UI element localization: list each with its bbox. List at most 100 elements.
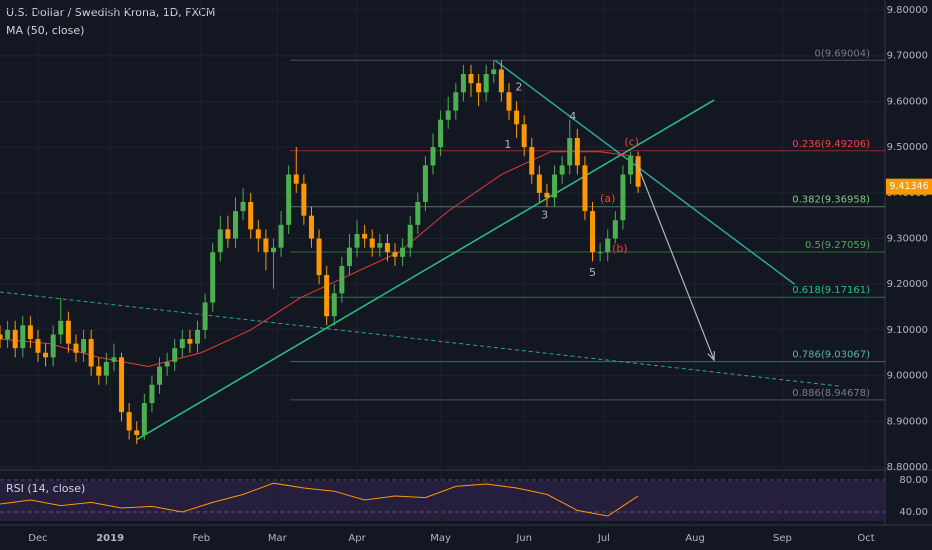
candle-body [103, 361, 109, 376]
candle-body [514, 110, 520, 125]
candle-body [88, 339, 94, 367]
fib-label: 0.382(9.36958) [792, 195, 870, 206]
x-tick-label: Oct [857, 533, 874, 544]
candle-body [58, 320, 64, 335]
candle-body [73, 343, 79, 353]
candle-body [407, 224, 413, 248]
candle-body [483, 74, 489, 93]
candle-body [5, 329, 11, 340]
candle-body [339, 265, 345, 294]
candle-body [210, 252, 216, 303]
rsi-band [0, 481, 885, 521]
rsi-tick-label: 80.00 [899, 475, 928, 486]
last-price-label: 9.41346 [889, 181, 928, 192]
last-price-box [886, 178, 932, 195]
x-tick-label: Mar [268, 533, 288, 544]
wave-label: 3 [541, 209, 548, 222]
candle-body [20, 325, 26, 349]
candle-body [605, 238, 611, 253]
candle-body [559, 165, 565, 175]
chart-title: U.S. Dollar / Swedish Krona, 1D, FXCM [6, 6, 215, 19]
candle-body [202, 302, 208, 330]
fib-label: 0.786(9.03067) [792, 350, 870, 361]
y-tick-label: 9.50000 [887, 142, 928, 153]
candle-body [354, 233, 360, 248]
candle-body [43, 352, 49, 358]
x-tick-label: 2019 [96, 533, 124, 544]
candle-body [141, 403, 147, 436]
candle-body [187, 339, 193, 344]
candle-body [157, 366, 163, 385]
candle-body [172, 348, 178, 362]
candle-body [582, 165, 588, 212]
wave-label: 1 [504, 138, 511, 151]
candle-body [286, 174, 292, 225]
candle-body [255, 229, 261, 239]
candle-body [628, 156, 634, 175]
candle-body [225, 229, 231, 239]
trend-line [136, 99, 715, 441]
x-tick-label: Jun [515, 533, 532, 544]
candle-body [50, 334, 56, 358]
candle-body [217, 229, 223, 253]
x-tick-label: May [430, 533, 451, 544]
candle-body [149, 384, 155, 404]
candle-body [536, 174, 542, 193]
candle-body [597, 252, 603, 254]
candle-body [195, 329, 201, 344]
candle-body [12, 329, 18, 349]
x-tick-label: Aug [685, 533, 705, 544]
candle-body [460, 74, 466, 93]
candle-body [119, 357, 125, 413]
y-tick-label: 9.00000 [887, 371, 928, 382]
candle-body [362, 233, 368, 239]
candle-body [240, 201, 246, 212]
candle-body [476, 83, 482, 93]
candle-body [316, 238, 322, 276]
candle-body [65, 320, 71, 344]
candle-body [278, 224, 284, 248]
candle-body [263, 238, 269, 253]
candle-body [96, 366, 102, 376]
candle-body [521, 124, 527, 148]
candle-body [590, 211, 596, 253]
arrow-line [635, 160, 715, 361]
fib-label: 0.618(9.17161) [792, 285, 870, 296]
wave-label: 5 [589, 266, 596, 279]
candle-body [453, 92, 459, 111]
candle-body [544, 192, 550, 198]
candle-body [468, 74, 474, 84]
candle-body [377, 243, 383, 248]
candle-body [567, 137, 573, 166]
candle-body [529, 147, 535, 175]
rsi-line [0, 482, 639, 517]
candle-body [324, 275, 330, 317]
rsi-tick-label: 40.00 [899, 507, 928, 518]
wave-label: (c) [624, 136, 639, 149]
wave-label: (b) [612, 242, 628, 255]
candle-body [392, 252, 398, 257]
candle-body [134, 430, 140, 436]
candle-body [308, 215, 314, 239]
candle-body [445, 110, 451, 120]
fib-label: 0.886(8.94678) [792, 388, 870, 399]
candle-body [301, 183, 307, 216]
candle-body [111, 357, 117, 362]
candle-body [415, 201, 421, 225]
candle-body [164, 361, 170, 367]
candle-body [232, 211, 238, 239]
candle-body [400, 247, 406, 257]
candle-body [422, 165, 428, 202]
x-tick-label: Jul [597, 533, 610, 544]
y-tick-label: 8.90000 [887, 416, 928, 427]
candle-body [620, 174, 626, 221]
candle-body [35, 339, 41, 353]
candle-body [430, 147, 436, 166]
y-tick-label: 9.10000 [887, 325, 928, 336]
x-tick-label: Feb [192, 533, 210, 544]
rsi-label: RSI (14, close) [6, 482, 85, 495]
candle-body [498, 69, 504, 93]
